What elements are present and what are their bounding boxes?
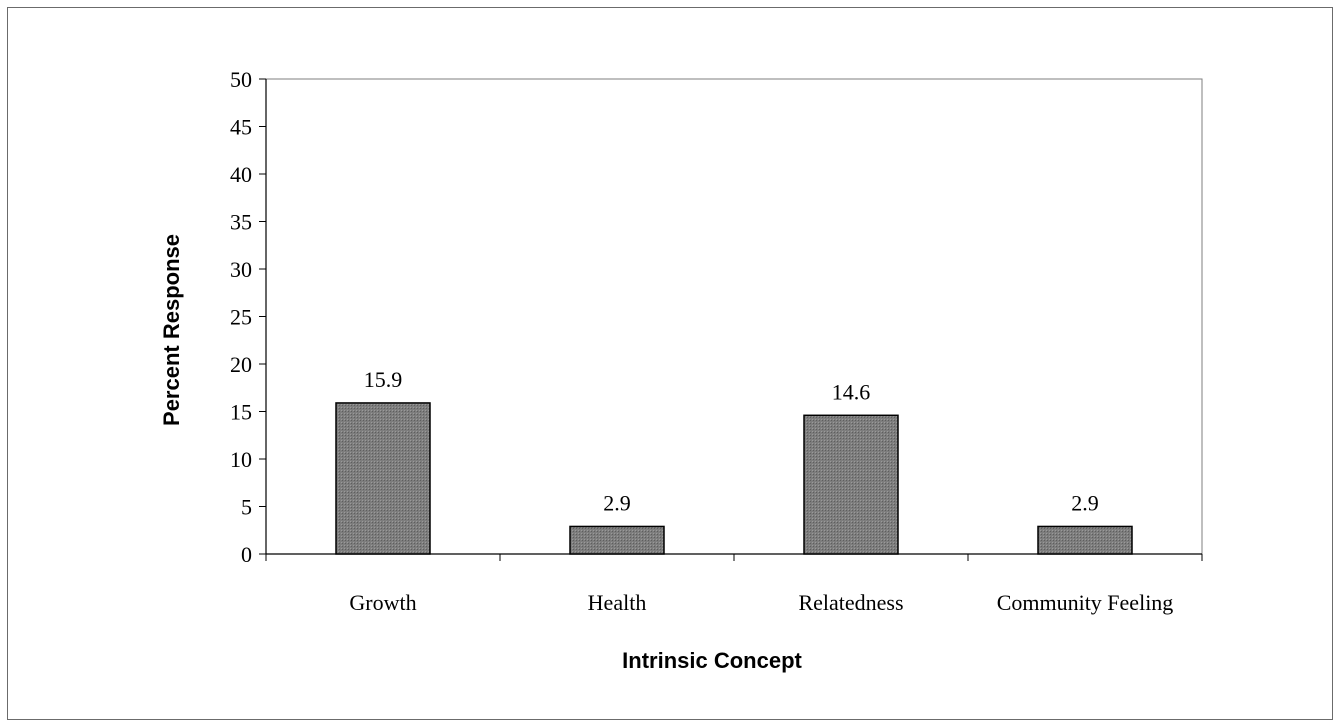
bar-health (569, 525, 665, 555)
y-tick-label: 40 (230, 162, 252, 187)
bar-community-feeling (1037, 525, 1133, 555)
y-tick-label: 0 (241, 542, 252, 567)
value-labels: 15.9 2.9 14.6 2.9 (364, 367, 1099, 516)
y-tick-label: 20 (230, 352, 252, 377)
x-axis-title: Intrinsic Concept (622, 648, 802, 673)
y-tick-label: 35 (230, 210, 252, 235)
y-tick-label: 15 (230, 400, 252, 425)
data-label: 2.9 (1071, 490, 1099, 515)
x-tick-label: Growth (349, 590, 416, 615)
bar-growth (335, 402, 431, 555)
y-tick-label: 30 (230, 257, 252, 282)
x-tick-label: Health (588, 590, 647, 615)
data-label: 2.9 (603, 490, 631, 515)
y-tick-label: 10 (230, 447, 252, 472)
x-tick-label: Relatedness (798, 590, 903, 615)
bars (335, 402, 1133, 555)
y-tick-label: 50 (230, 67, 252, 92)
y-tick-label: 5 (241, 495, 252, 520)
y-axis: 0 5 10 15 20 25 30 35 40 45 50 (230, 67, 267, 567)
data-label: 14.6 (832, 379, 871, 404)
data-label: 15.9 (364, 367, 403, 392)
y-tick-label: 45 (230, 115, 252, 140)
x-tick-label: Community Feeling (997, 590, 1174, 615)
y-axis-title: Percent Response (159, 234, 184, 426)
x-axis: Growth Health Relatedness Community Feeling (265, 553, 1203, 615)
y-tick-label: 25 (230, 305, 252, 330)
bar-relatedness (803, 414, 899, 555)
